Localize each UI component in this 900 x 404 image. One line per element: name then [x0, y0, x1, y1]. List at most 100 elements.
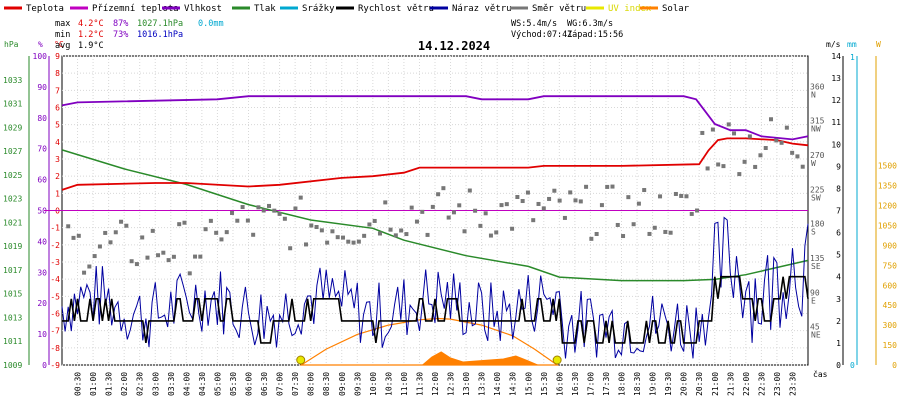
wind-direction-point: [388, 227, 393, 232]
axis-x-tick: 12:00: [431, 372, 440, 396]
axis-x-tick: 22:00: [742, 372, 751, 396]
axis-dir-label: SE: [811, 262, 821, 271]
stats-min-temp: 1.2°C: [78, 30, 104, 40]
wind-direction-point: [732, 131, 737, 136]
wind-direction-point: [763, 146, 768, 151]
temperature-line: [61, 137, 809, 191]
wind-direction-point: [568, 190, 573, 195]
wind-direction-point: [462, 229, 467, 234]
wind-direction-point: [525, 190, 530, 195]
wind-direction-point: [552, 188, 557, 193]
wind-direction-point: [547, 196, 552, 201]
wind-direction-point: [198, 254, 203, 259]
axis-x-tick: 23:30: [788, 372, 797, 396]
legend-label: Tlak: [254, 4, 276, 14]
wind-direction-point: [753, 164, 758, 169]
axis-x-tick: 07:00: [276, 372, 285, 396]
wind-direction-point: [594, 231, 599, 236]
axis-ms-tick: 0: [836, 361, 841, 370]
wind-direction-point: [478, 223, 483, 228]
axis-temp-tick: -5: [50, 292, 60, 301]
axis-temp-tick: -9: [50, 361, 60, 370]
axis-x-tick: 20:30: [695, 372, 704, 396]
data-layer: [61, 95, 809, 366]
wind-direction-point: [784, 125, 789, 130]
wind-direction-point: [230, 210, 235, 215]
wind-direction-point: [436, 192, 441, 197]
axis-ms-tick: 13: [831, 74, 841, 83]
wind-direction-point: [177, 222, 182, 227]
axis-dir-deg: 360: [810, 82, 825, 91]
axis-temp-tick: 8: [55, 69, 60, 78]
axis-x-tick: 02:00: [120, 372, 129, 396]
wind-direction-point: [515, 194, 520, 199]
wind-direction-point: [710, 127, 715, 132]
axis-hpa-unit: hPa: [4, 40, 19, 49]
wind-gust-line: [61, 216, 809, 359]
wind-direction-point: [92, 254, 97, 259]
axis-x-tick: 10:00: [369, 372, 378, 396]
wind-direction-point: [277, 211, 282, 216]
legend-label: Náraz větru: [452, 4, 512, 14]
wind-direction-point: [346, 239, 351, 244]
axis-pct-tick: 100: [33, 52, 48, 61]
axis-dir-deg: 270: [810, 151, 825, 160]
wind-direction-point: [684, 194, 689, 199]
wind-direction-point: [293, 206, 298, 211]
wind-direction-point: [161, 250, 166, 255]
axis-x-tick: 19:30: [664, 372, 673, 396]
legend-label: Srážky: [302, 4, 335, 14]
wind-direction-point: [219, 237, 224, 242]
sun-marker: [552, 355, 562, 365]
wind-direction-point: [562, 215, 567, 220]
solar-fill: [421, 351, 538, 366]
legend-label: Směr větru: [532, 4, 586, 14]
wind-direction-point: [187, 271, 192, 276]
wind-direction-point: [488, 233, 493, 238]
axis-x-tick: 17:00: [586, 372, 595, 396]
axis-x-tick: 18:00: [618, 372, 627, 396]
axis-x-tick: 01:00: [89, 372, 98, 396]
axis-x-tick: 21:30: [726, 372, 735, 396]
info-sunrise: Východ:07:41: [511, 30, 572, 40]
wind-direction-point: [451, 210, 456, 215]
axis-dir-label: S: [811, 228, 816, 237]
stats-min-hum: 73%: [113, 30, 128, 40]
axis-temp-tick: 6: [55, 104, 60, 113]
legend-label: UV index: [608, 4, 652, 14]
wind-direction-point: [531, 218, 536, 223]
wind-direction-point: [652, 225, 657, 230]
wind-direction-point: [769, 117, 774, 122]
axis-hpa-tick: 1021: [3, 218, 22, 227]
axis-x-tick: 06:00: [245, 372, 254, 396]
axis-hpa-tick: 1031: [3, 100, 22, 109]
axis-w-tick: 1350: [878, 182, 897, 191]
wind-direction-point: [404, 232, 409, 237]
wind-direction-point: [726, 122, 731, 127]
wind-direction-point: [605, 184, 610, 189]
axis-x-tick: 00:30: [74, 372, 83, 396]
wind-direction-point: [673, 191, 678, 196]
wind-direction-point: [267, 203, 272, 208]
stats-block: max 4.2°C 87% 1027.1hPa 0.0mm min 1.2°C …: [55, 19, 224, 51]
wind-direction-point: [304, 242, 309, 247]
wind-speed-line: [62, 275, 809, 344]
stats-avg-temp: 1.9°C: [78, 41, 104, 51]
wind-direction-point: [383, 200, 388, 205]
wind-direction-point: [340, 235, 345, 240]
axis-mm-tick: 1: [850, 53, 855, 62]
wind-direction-point: [325, 240, 330, 245]
axis-pct-tick: 70: [37, 145, 47, 154]
axis-w-tick: 450: [883, 301, 898, 310]
axis-dir-deg: 180: [810, 220, 825, 229]
axis-x-tick: 23:00: [773, 372, 782, 396]
humidity-line: [61, 95, 809, 141]
wind-direction-point: [372, 218, 377, 223]
wind-direction-point: [282, 216, 287, 221]
wind-direction-point: [87, 264, 92, 269]
axis-hpa-tick: 1011: [3, 337, 22, 346]
axis-temp-tick: -1: [50, 224, 60, 233]
axis-w-tick: 600: [883, 281, 898, 290]
